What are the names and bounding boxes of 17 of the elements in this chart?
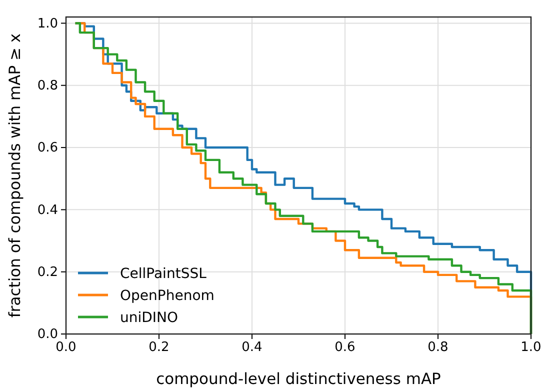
x-tick-label: 1.0: [520, 340, 542, 356]
y-axis-title: fraction of compounds with mAP ≥ x: [6, 33, 24, 318]
y-tick-label: 0.8: [37, 78, 58, 94]
legend-label: OpenPhenom: [120, 288, 214, 304]
legend-label: uniDINO: [120, 310, 178, 326]
x-tick-label: 0.4: [242, 340, 262, 356]
x-tick-label: 0.8: [428, 340, 448, 356]
y-tick-label: 0.4: [37, 202, 58, 218]
x-tick-label: 0.6: [334, 340, 356, 356]
x-axis-title: compound-level distinctiveness mAP: [156, 370, 441, 388]
x-tick-label: 0.0: [56, 340, 76, 356]
legend-label: CellPaintSSL: [120, 266, 207, 282]
y-tick-label: 1.0: [37, 16, 58, 32]
y-tick-label: 0.6: [37, 140, 58, 156]
y-tick-label: 0.0: [37, 327, 58, 342]
y-tick-label: 0.2: [37, 265, 58, 280]
x-tick-label: 0.2: [148, 340, 170, 356]
